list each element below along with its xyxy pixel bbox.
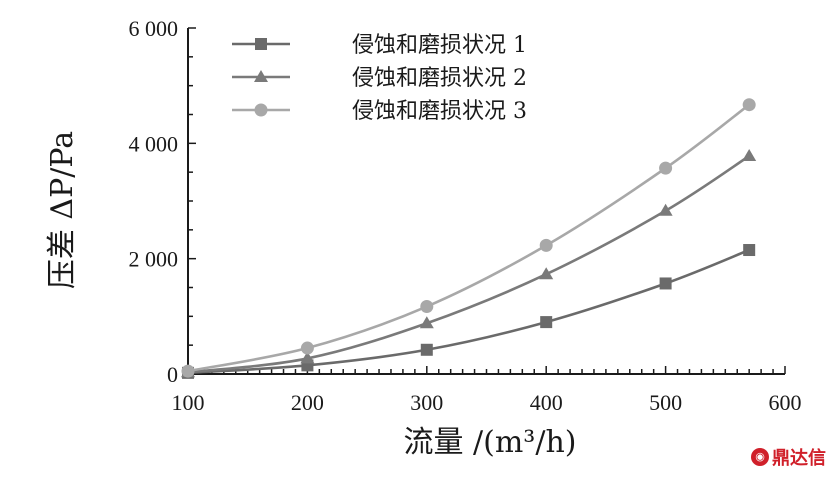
series-2 [181,149,757,378]
x-tick-label: 200 [291,390,324,415]
watermark: ◉ 鼎达信 [751,444,826,470]
series-2-point [658,203,673,216]
series-2-point [419,316,434,329]
legend-label: 侵蚀和磨损状况 2 [352,66,527,91]
legend-circle-icon [254,103,268,117]
series-3 [181,98,756,378]
watermark-text: 鼎达信 [772,448,826,469]
legend-item-1: 侵蚀和磨损状况 1 [232,33,527,58]
series-1 [182,244,756,379]
legend-label: 侵蚀和磨损状况 3 [352,99,527,124]
series-2-point [539,267,554,280]
series-3-point [539,238,553,252]
series-3-point [420,300,434,314]
series-1-point [420,343,433,356]
legend-triangle-icon [254,70,268,82]
y-tick-label: 2 000 [129,247,179,272]
x-tick-label: 300 [410,390,443,415]
series-3-point [659,161,673,175]
series-1-point [743,244,756,257]
y-tick-label: 6 000 [129,16,179,41]
x-tick-label: 600 [769,390,802,415]
x-axis-title: 流量 /(m³/h) [404,425,577,460]
series-2-line [187,154,750,374]
x-tick-label: 400 [530,390,563,415]
y-tick-label: 4 000 [129,131,179,156]
y-tick-label: 0 [167,362,178,387]
series-1-point [540,316,553,329]
series-3-line [187,103,750,373]
legend: 侵蚀和磨损状况 1 侵蚀和磨损状况 2 侵蚀和磨损状况 3 [232,33,527,124]
legend-square-icon [255,38,267,50]
series-1-line [187,248,750,375]
series-3-point [300,341,314,355]
series-3-point [742,98,756,112]
axes: 0 2 000 4 000 6 000 100 200 300 400 500 600 [129,16,802,415]
legend-item-2: 侵蚀和磨损状况 2 [232,66,527,91]
watermark-logo-icon: ◉ [751,448,769,466]
x-tick-label: 100 [172,390,205,415]
series-3-point [181,364,195,378]
x-tick-label: 500 [649,390,682,415]
series-2-point [742,149,757,162]
series-1-point [659,277,672,290]
legend-label: 侵蚀和磨损状况 1 [352,33,527,58]
series-2-point [300,351,315,364]
legend-item-3: 侵蚀和磨损状况 3 [232,99,527,124]
series-layer [181,98,757,379]
y-axis-title: 压差 ΔP/Pa [45,131,80,289]
